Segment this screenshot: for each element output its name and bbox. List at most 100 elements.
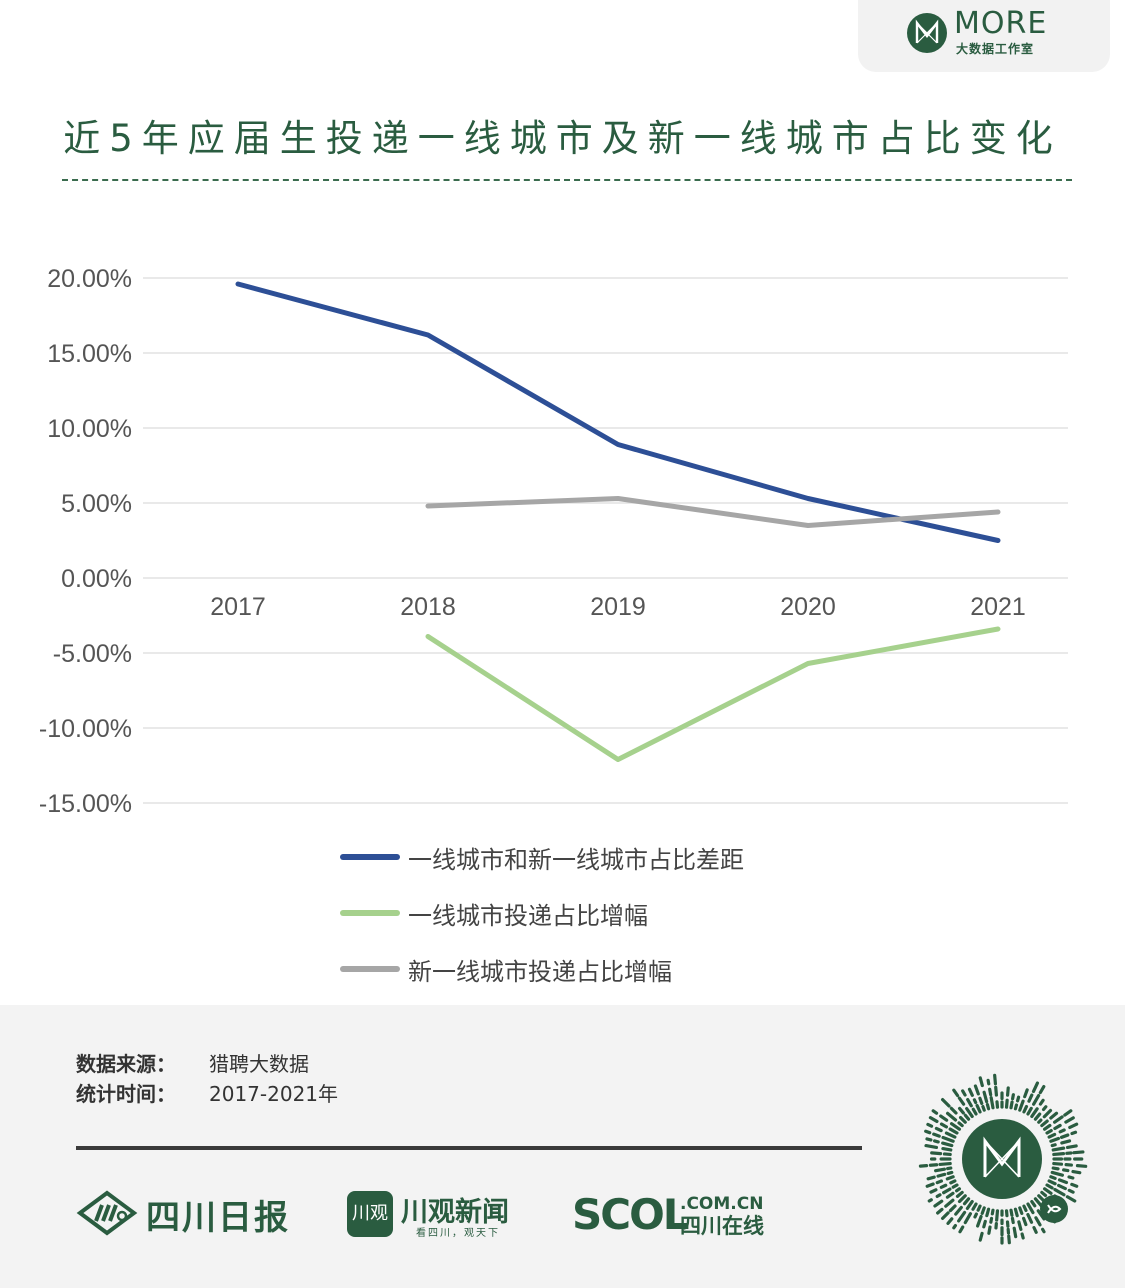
qr-ray [1057,1183,1067,1191]
qr-ray [1068,1122,1079,1129]
qr-ray [1022,1204,1028,1213]
qr-ray [1065,1195,1077,1203]
qr-ray [1050,1143,1057,1148]
qr-ray [989,1096,995,1110]
qr-ray [1022,1216,1028,1227]
y-tick-label: -5.00% [53,640,132,668]
qr-ray [1042,1123,1052,1131]
qr-ray [948,1204,957,1213]
qr-ray [934,1167,947,1173]
qr-ray [1009,1100,1014,1110]
qr-ray [957,1210,967,1223]
qr-ray [1041,1227,1046,1234]
chuanguan-wordmark: 川观新闻 [401,1197,509,1228]
qr-ray [1063,1109,1073,1117]
qr-ray [1018,1206,1024,1215]
qr-ray [986,1078,991,1086]
qr-ray [1049,1175,1057,1180]
qr-ray [924,1129,932,1135]
legend-swatch-tier1 [340,910,400,916]
qr-ray [936,1172,947,1178]
qr-ray [967,1087,974,1097]
mini-program-code [918,1073,1088,1245]
qr-ray [949,1179,957,1185]
x-tick-label: 2018 [400,593,456,621]
qr-ray [1026,1202,1035,1215]
source-label: 数据来源： [76,1052,176,1076]
qr-ray [945,1175,955,1181]
chuanguan-badge: 川观 [347,1191,393,1237]
qr-ray [935,1193,942,1199]
qr-ray [1058,1128,1066,1134]
legend-label-new-tier1: 新一线城市投递占比增幅 [408,958,672,986]
qr-ray [1051,1146,1066,1152]
qr-ray [945,1111,958,1122]
qr-ray [1075,1164,1088,1168]
qr-ray [989,1216,994,1224]
qr-ray [1067,1175,1075,1180]
line-chart: 20.00% 15.00% 10.00% 5.00% 0.00% -5.00% -10.00… [39,265,1068,818]
qr-ray [1015,1095,1021,1103]
qr-ray [942,1152,952,1157]
qr-ray [931,1109,939,1115]
qr-ray [1013,1207,1019,1218]
title-divider [62,179,1072,181]
qr-ray [1047,1179,1057,1186]
qr-ray [941,1135,955,1143]
qr-ray [978,1231,984,1242]
y-tick-label: 10.00% [47,415,132,443]
qr-ray [941,1146,953,1152]
qr-ray [933,1199,944,1208]
qr-ray [975,1103,982,1114]
qr-ray [933,1139,940,1144]
qr-ray [939,1114,949,1122]
qr-ray [1045,1128,1053,1135]
qr-ray [973,1212,978,1219]
qr-ray [1011,1093,1015,1101]
sichuan-daily-wordmark: 四川日报 [146,1198,290,1238]
qr-ray [952,1223,957,1230]
qr-ray [995,1209,1000,1222]
qr-ray [946,1217,954,1225]
legend-swatch-new-tier1 [340,966,400,972]
qr-ray [1038,1098,1045,1106]
qr-ray [1060,1139,1072,1145]
qr-ray [958,1115,967,1124]
qr-ray [948,1127,959,1135]
qr-ray [928,1163,939,1167]
qr-ray [972,1098,978,1105]
qr-ray [963,1113,971,1121]
qr-ray [976,1204,982,1212]
qr-ray [926,1122,934,1128]
qr-ray [1057,1178,1069,1185]
qr-ray [994,1085,999,1097]
qr-ray [961,1089,967,1097]
qr-ray [1030,1199,1037,1208]
qr-ray [944,1198,955,1208]
y-tick-label: 15.00% [47,340,132,368]
qr-ray [1026,1212,1034,1224]
qr-ray [1005,1086,1010,1097]
legend-swatch-gap [340,854,400,860]
qr-ray [929,1188,938,1194]
qr-ray [1053,1187,1066,1197]
legend-label-tier1: 一线城市投递占比增幅 [408,902,648,930]
qr-ray [1020,1232,1025,1240]
y-tick-label: 20.00% [47,265,132,293]
qr-ray [971,1202,978,1211]
qr-ray [1065,1144,1078,1150]
qr-ray [1022,1104,1029,1114]
qr-ray [1004,1098,1009,1109]
qr-ray [941,1098,951,1108]
brand-subtitle: 大数据工作室 [956,42,1035,56]
brand-tab [858,0,1110,72]
qr-ray [930,1151,943,1156]
qr-ray [957,1096,966,1106]
qr-ray [1009,1208,1014,1217]
chart-title: 近5年应届生投递一线城市及新一线城市占比变化 [63,117,1062,160]
qr-ray [985,1207,991,1218]
qr-ray [982,1090,989,1104]
qr-ray [978,1096,984,1106]
qr-ray [928,1116,939,1124]
qr-ray [946,1166,953,1171]
